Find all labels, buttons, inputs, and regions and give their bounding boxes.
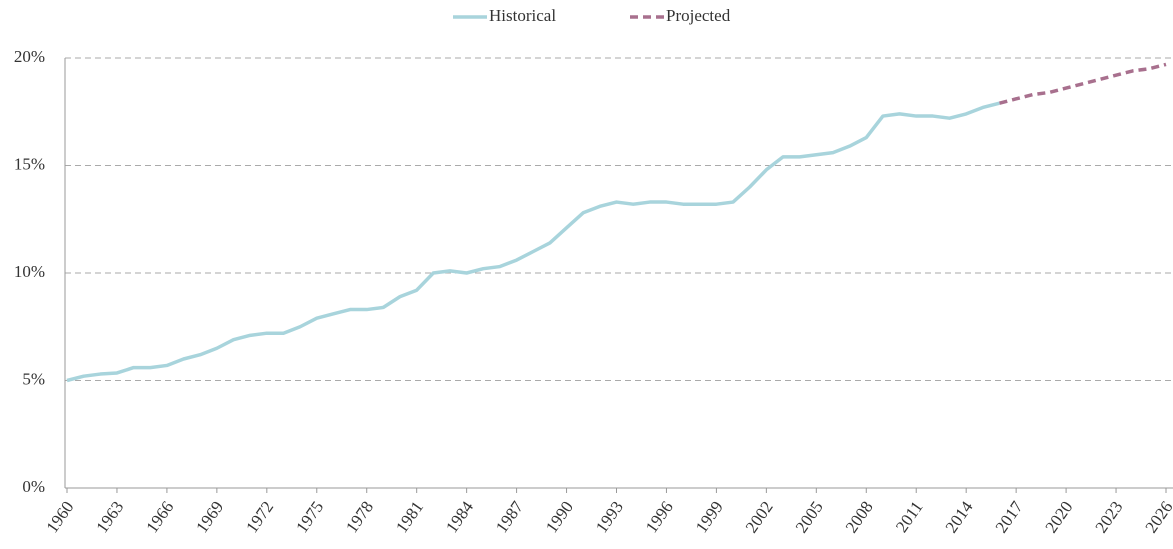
x-tick-label: 2023 <box>1091 498 1126 537</box>
legend-label: Historical <box>489 6 556 25</box>
x-tick-label: 1975 <box>292 498 327 537</box>
x-tick-label: 2020 <box>1042 498 1077 537</box>
x-tick-label: 1987 <box>492 497 527 536</box>
x-tick-label: 2002 <box>742 498 777 537</box>
y-tick-label: 15% <box>14 154 45 173</box>
x-tick-label: 1981 <box>392 498 427 537</box>
x-tick-label: 1996 <box>642 498 677 537</box>
x-tick-label: 1978 <box>342 498 377 537</box>
x-tick-label: 2017 <box>992 497 1027 536</box>
y-tick-label: 5% <box>22 369 45 388</box>
x-tick-label: 1960 <box>42 498 77 537</box>
series-line <box>999 62 1167 105</box>
x-tick-label: 1969 <box>192 498 227 537</box>
x-tick-label: 1963 <box>92 498 127 537</box>
series-line <box>66 101 1000 383</box>
legend-label: Projected <box>666 6 731 25</box>
y-tick-label: 20% <box>14 47 45 66</box>
x-tick-label: 1990 <box>542 498 577 537</box>
x-tick-label: 1966 <box>142 498 177 537</box>
x-tick-label: 2005 <box>792 498 827 537</box>
x-tick-label: 1972 <box>242 498 277 537</box>
x-tick-label: 2014 <box>942 497 977 536</box>
x-tick-label: 1993 <box>592 498 627 537</box>
x-tick-label: 1984 <box>442 497 477 536</box>
y-tick-label: 0% <box>22 477 45 496</box>
x-tick-label: 2011 <box>892 498 927 536</box>
x-tick-label: 1999 <box>692 498 727 537</box>
x-tick-label: 2008 <box>842 498 877 537</box>
y-tick-label: 10% <box>14 262 45 281</box>
x-tick-label: 2026 <box>1141 498 1173 537</box>
